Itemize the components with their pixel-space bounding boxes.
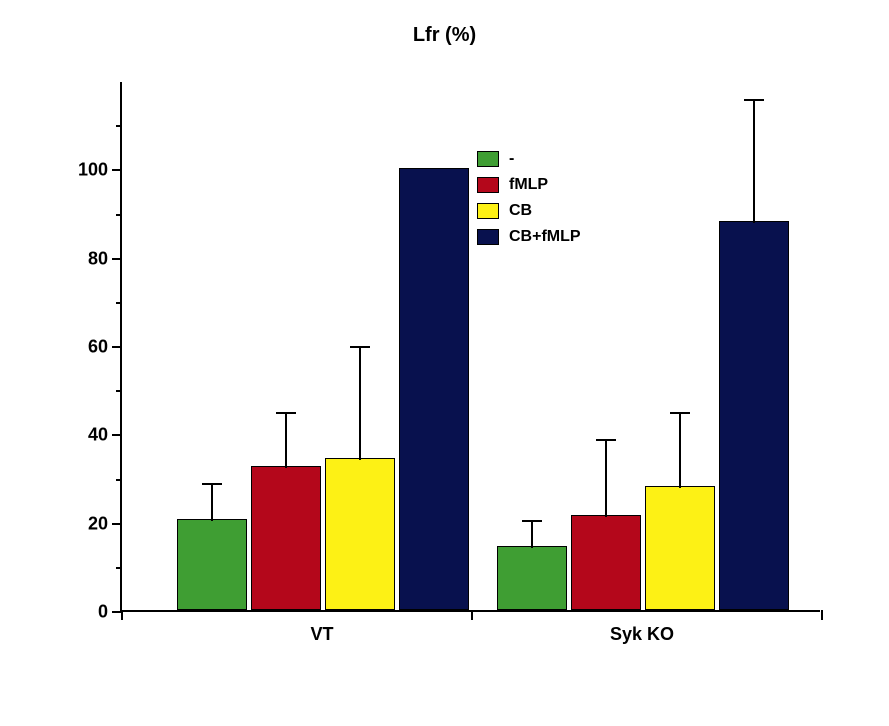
y-axis-label: 60	[88, 337, 108, 358]
y-tick-minor	[116, 214, 122, 216]
error-bar	[359, 347, 361, 460]
error-bar-cap	[744, 99, 764, 101]
y-axis-label: 40	[88, 425, 108, 446]
bar	[177, 519, 247, 610]
y-axis-label: 20	[88, 513, 108, 534]
chart-title: Lfr (%)	[0, 24, 889, 47]
error-bar	[679, 413, 681, 488]
y-tick-minor	[116, 302, 122, 304]
y-tick	[112, 169, 122, 171]
bar	[571, 515, 641, 610]
y-axis-label: 80	[88, 248, 108, 269]
x-tick	[121, 610, 123, 620]
x-tick	[471, 610, 473, 620]
chart-container: Lfr (%) 0 20 40 60 80 100 VT Syk KO - fMLP CB CB+fM…	[0, 0, 889, 726]
legend-label: fMLP	[509, 176, 548, 194]
legend-swatch	[477, 229, 499, 245]
error-bar-cap	[202, 483, 222, 485]
y-tick-minor	[116, 125, 122, 127]
legend-swatch	[477, 177, 499, 193]
bar	[645, 486, 715, 610]
error-bar-cap	[522, 520, 542, 522]
y-tick	[112, 258, 122, 260]
x-axis-label: VT	[310, 624, 333, 645]
legend-swatch	[477, 151, 499, 167]
legend-item: fMLP	[477, 176, 581, 194]
x-axis-label: Syk KO	[610, 624, 674, 645]
legend-label: CB	[509, 202, 532, 220]
error-bar-cap	[350, 346, 370, 348]
bar	[719, 221, 789, 610]
error-bar	[531, 521, 533, 548]
error-bar	[211, 484, 213, 522]
bar	[251, 466, 321, 610]
bar	[325, 458, 395, 610]
bar	[399, 168, 469, 610]
y-tick-minor	[116, 567, 122, 569]
y-tick-minor	[116, 390, 122, 392]
error-bar	[285, 413, 287, 468]
legend-label: CB+fMLP	[509, 228, 581, 246]
error-bar	[753, 100, 755, 224]
y-tick	[112, 434, 122, 436]
legend-label: -	[509, 150, 514, 168]
legend-swatch	[477, 203, 499, 219]
y-tick-minor	[116, 479, 122, 481]
plot-area: 020406080100VTSyk KO-fMLPCBCB+fMLP	[120, 82, 820, 612]
x-tick	[821, 610, 823, 620]
y-tick	[112, 346, 122, 348]
error-bar	[605, 440, 607, 517]
error-bar-cap	[596, 439, 616, 441]
legend: - fMLP CB CB+fMLP	[477, 150, 581, 254]
legend-item: CB+fMLP	[477, 228, 581, 246]
y-axis-label: 0	[98, 602, 108, 623]
y-tick	[112, 523, 122, 525]
error-bar-cap	[276, 412, 296, 414]
legend-item: CB	[477, 202, 581, 220]
error-bar-cap	[670, 412, 690, 414]
legend-item: -	[477, 150, 581, 168]
bar	[497, 546, 567, 610]
y-axis-label: 100	[78, 160, 108, 181]
